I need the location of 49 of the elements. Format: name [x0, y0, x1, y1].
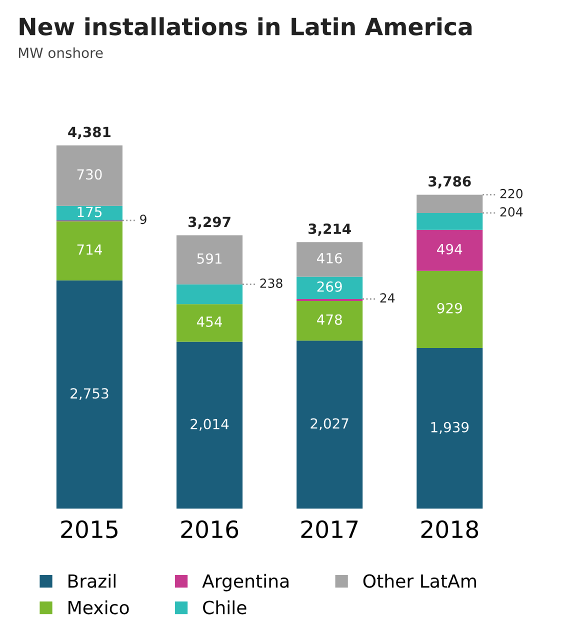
data-label: 1,939 [431, 422, 469, 434]
data-label: 454 [196, 316, 222, 327]
bar [176, 304, 243, 342]
chart-title: New installations in Latin America [20, 17, 472, 36]
bar [296, 242, 363, 277]
legend-label: Other LatAm [363, 574, 476, 588]
data-label: 494 [437, 244, 462, 254]
bar [56, 221, 122, 280]
bar [296, 300, 363, 341]
data-label: 730 [77, 169, 102, 180]
data-label: 478 [317, 314, 342, 325]
data-label: 220 [500, 188, 522, 198]
bar [56, 280, 122, 509]
total-label: 3,786 [428, 176, 471, 188]
bar [176, 342, 243, 509]
chart-subtitle: MW onshore [18, 47, 103, 58]
legend-label: Brazil [68, 574, 116, 588]
data-label: 9 [140, 214, 146, 224]
bar [56, 145, 122, 206]
data-label: 24 [380, 293, 395, 302]
data-label: 714 [77, 244, 102, 255]
total-label: 3,297 [188, 216, 230, 229]
data-label: 416 [317, 252, 342, 264]
bar [416, 212, 483, 230]
total-label: 3,214 [308, 224, 351, 236]
bar [416, 230, 483, 271]
bar [56, 206, 122, 220]
x-tick-label: 2018 [421, 520, 478, 538]
bar [176, 284, 243, 304]
data-label: 175 [78, 206, 102, 218]
data-label: 204 [500, 207, 523, 217]
total-label: 4,381 [68, 126, 110, 140]
legend-label: Chile [203, 600, 246, 614]
x-tick-label: 2016 [181, 520, 238, 538]
data-label: 269 [317, 281, 342, 292]
data-label: 238 [260, 278, 282, 288]
x-tick-label: 2017 [301, 520, 358, 538]
data-label: 929 [437, 302, 462, 314]
data-label: 2,014 [190, 418, 229, 431]
legend-label: Argentina [202, 574, 288, 592]
bar [416, 348, 483, 509]
legend-label: Mexico [68, 600, 129, 614]
x-tick-label: 2015 [61, 520, 118, 538]
data-label: 2,753 [70, 388, 108, 400]
bar [296, 276, 363, 300]
bar [416, 270, 483, 348]
data-label: 2,027 [310, 418, 348, 430]
bar [296, 340, 363, 509]
data-label: 591 [197, 253, 222, 264]
